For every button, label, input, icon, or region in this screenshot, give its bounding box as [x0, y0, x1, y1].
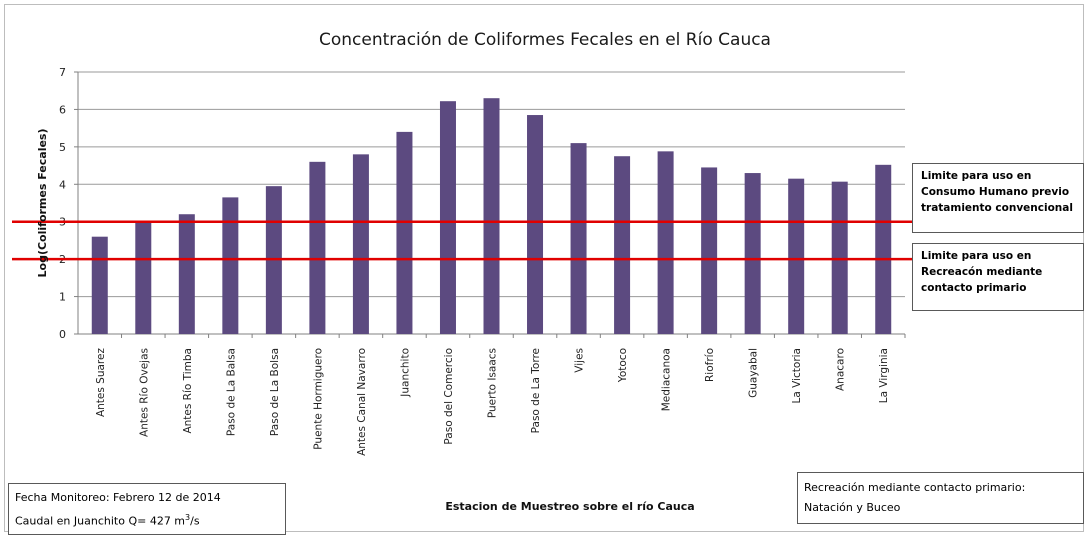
y-tick-label: 0: [59, 328, 66, 341]
bar: [178, 214, 195, 334]
bar: [309, 161, 326, 334]
bar: [831, 181, 848, 334]
y-tick-label: 6: [59, 103, 66, 116]
bar: [875, 164, 892, 334]
flow-rate: Caudal en Juanchito Q= 427 m3/s: [15, 508, 279, 532]
x-category-label: Antes Río Ovejas: [138, 348, 150, 437]
recreation-limit-line-2: Recreacón mediante: [921, 266, 1043, 278]
consumption-limit-line-1: Limite para uso en: [921, 170, 1032, 182]
x-category-label: La Virginia: [878, 348, 890, 403]
x-category-label: Guayabal: [748, 348, 760, 398]
bar: [396, 131, 413, 334]
bar: [788, 178, 805, 334]
bar: [570, 143, 587, 334]
x-axis-title: Estacion de Muestreo sobre el río Cauca: [445, 500, 694, 513]
y-tick-label: 1: [59, 291, 66, 304]
monitoring-date: Fecha Monitoreo: Febrero 12 de 2014: [15, 491, 221, 504]
recreation-limit-legend: Limite para uso en Recreacón mediante co…: [912, 243, 1084, 311]
bar: [614, 156, 631, 334]
x-category-label: La Victoria: [791, 348, 803, 403]
x-category-label: Paso de La Balsa: [225, 348, 237, 436]
y-axis-title: Log(Coliformes Fecales): [36, 129, 49, 278]
consumption-limit-legend: Limite para uso en Consumo Humano previo…: [912, 163, 1084, 233]
recreation-note-box: Recreación mediante contacto primario: N…: [797, 472, 1084, 524]
y-axis-ticks: 01234567: [59, 66, 78, 341]
x-category-label: Juanchito: [399, 348, 411, 398]
bar: [439, 101, 456, 335]
x-category-label: Vijes: [574, 348, 586, 373]
x-category-label: Antes Canal Navarro: [356, 348, 368, 456]
y-tick-label: 7: [59, 66, 66, 79]
flow-rate-unit: /s: [190, 514, 200, 528]
x-axis-category-labels: Antes Suarez Antes Río Ovejas Antes Río Ti…: [95, 334, 906, 456]
x-category-label: Anacaro: [835, 348, 847, 391]
monitoring-info-box: Fecha Monitoreo: Febrero 12 de 2014 Caud…: [8, 483, 286, 535]
x-category-label: Antes Río Timba: [182, 348, 194, 434]
y-tick-label: 5: [59, 141, 66, 154]
consumption-limit-line-2: Consumo Humano previo: [921, 186, 1070, 198]
x-category-label: Mediacanoa: [661, 348, 673, 411]
bar: [135, 221, 152, 334]
bar: [352, 154, 369, 334]
bar: [483, 98, 500, 334]
bar: [657, 151, 674, 334]
recreation-limit-line-3: contacto primario: [921, 282, 1027, 294]
bars: [91, 98, 892, 335]
x-category-label: Yotoco: [617, 348, 629, 383]
flow-rate-exponent: 3: [185, 513, 191, 522]
reference-lines: [12, 220, 1084, 261]
bar: [91, 236, 108, 334]
recreation-note-line-1: Recreación mediante contacto primario:: [804, 481, 1026, 494]
x-category-label: Paso del Comercio: [443, 348, 455, 445]
flow-rate-prefix: Caudal en Juanchito Q= 427 m: [15, 514, 186, 528]
x-category-label: Riofrío: [704, 348, 716, 382]
recreation-note-line-2: Natación y Buceo: [804, 501, 901, 514]
x-category-label: Paso de La Bolsa: [269, 348, 281, 436]
bar: [744, 173, 761, 334]
consumption-limit-line-3: tratamiento convencional: [921, 202, 1073, 214]
x-category-label: Puente Hormiguero: [312, 348, 324, 450]
x-category-label: Antes Suarez: [95, 348, 107, 418]
bar: [222, 197, 239, 334]
y-tick-label: 4: [59, 178, 66, 191]
bar: [527, 115, 544, 335]
chart-title: Concentración de Coliformes Fecales en e…: [319, 30, 771, 50]
x-category-label: Puerto Isaacs: [487, 348, 499, 418]
bar: [701, 167, 718, 334]
recreation-limit-line-1: Limite para uso en: [921, 250, 1032, 262]
x-category-label: Paso de La Torre: [530, 348, 542, 433]
